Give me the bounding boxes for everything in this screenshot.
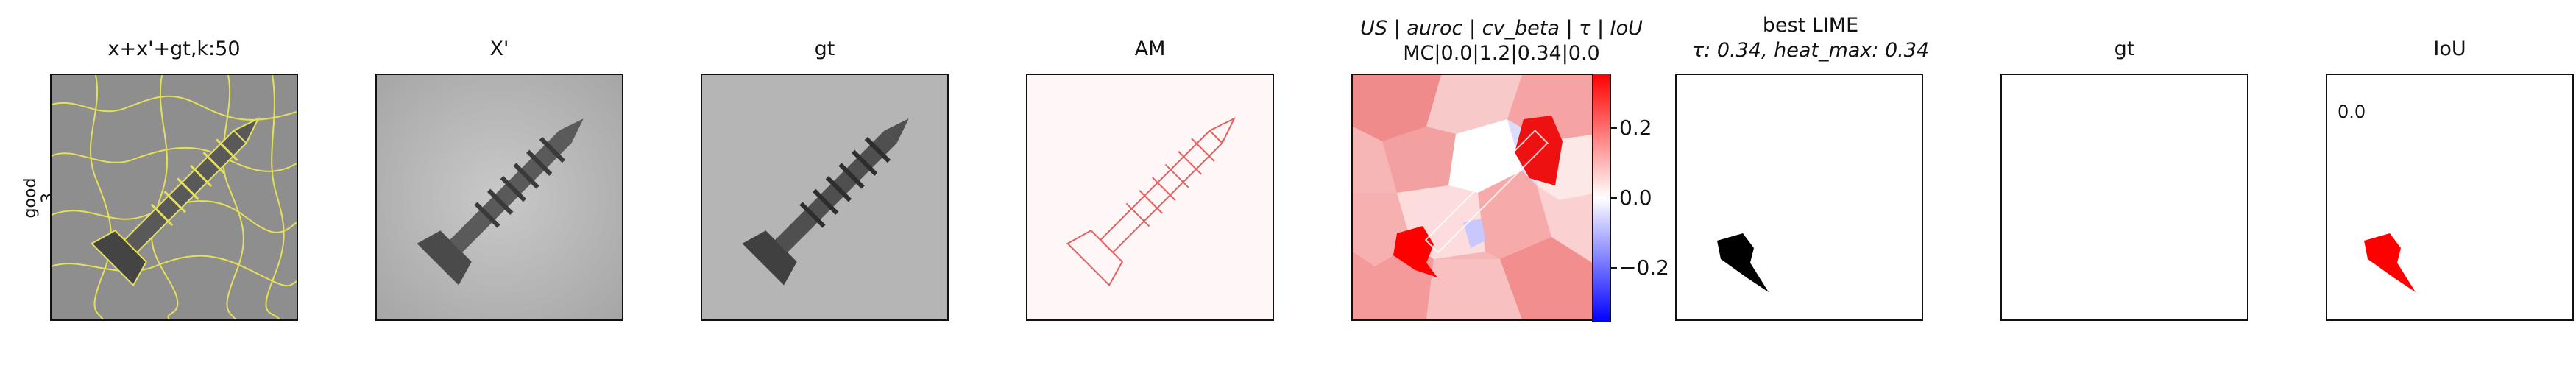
panel-title-reconstruction: X': [489, 38, 509, 60]
overlay-image: [50, 74, 298, 321]
colorbar-tick-label: 0.0: [1619, 185, 1652, 210]
row-label-class: good: [21, 177, 40, 219]
panel-title-us-line2: MC|0.0|1.2|0.34|0.0: [1403, 42, 1600, 65]
panel-title-gt-mask: gt: [2114, 38, 2135, 60]
panel-title-iou: IoU: [2433, 38, 2466, 60]
reconstruction-image: [375, 74, 623, 321]
colorbar-tick: [1610, 267, 1617, 269]
iou-value: 0.0: [2338, 102, 2366, 122]
panel-title-gt-image: gt: [814, 38, 835, 60]
panel-title-overlay: x+x'+gt,k:50: [107, 38, 241, 60]
us-heatmap: [1351, 74, 1599, 321]
colorbar-tick: [1610, 197, 1617, 199]
iou-mask: [2326, 74, 2574, 321]
gt-mask: [2000, 74, 2248, 321]
colorbar-tick-label: −0.2: [1619, 255, 1669, 280]
panel-title-lime-line2: τ: 0.34, heat_max: 0.34: [1691, 39, 1930, 62]
colorbar-tick-label: 0.2: [1619, 116, 1652, 140]
lime-mask: [1675, 74, 1923, 321]
colorbar: [1592, 74, 1611, 322]
colorbar-tick: [1610, 127, 1617, 129]
panel-title-lime-line1: best LIME: [1762, 14, 1859, 37]
gt-image: [701, 74, 949, 321]
anomaly-map: [1026, 74, 1274, 321]
panel-title-us-line1: US | auroc | cv_beta | τ | IoU: [1360, 17, 1643, 40]
panel-title-am: AM: [1134, 38, 1166, 60]
